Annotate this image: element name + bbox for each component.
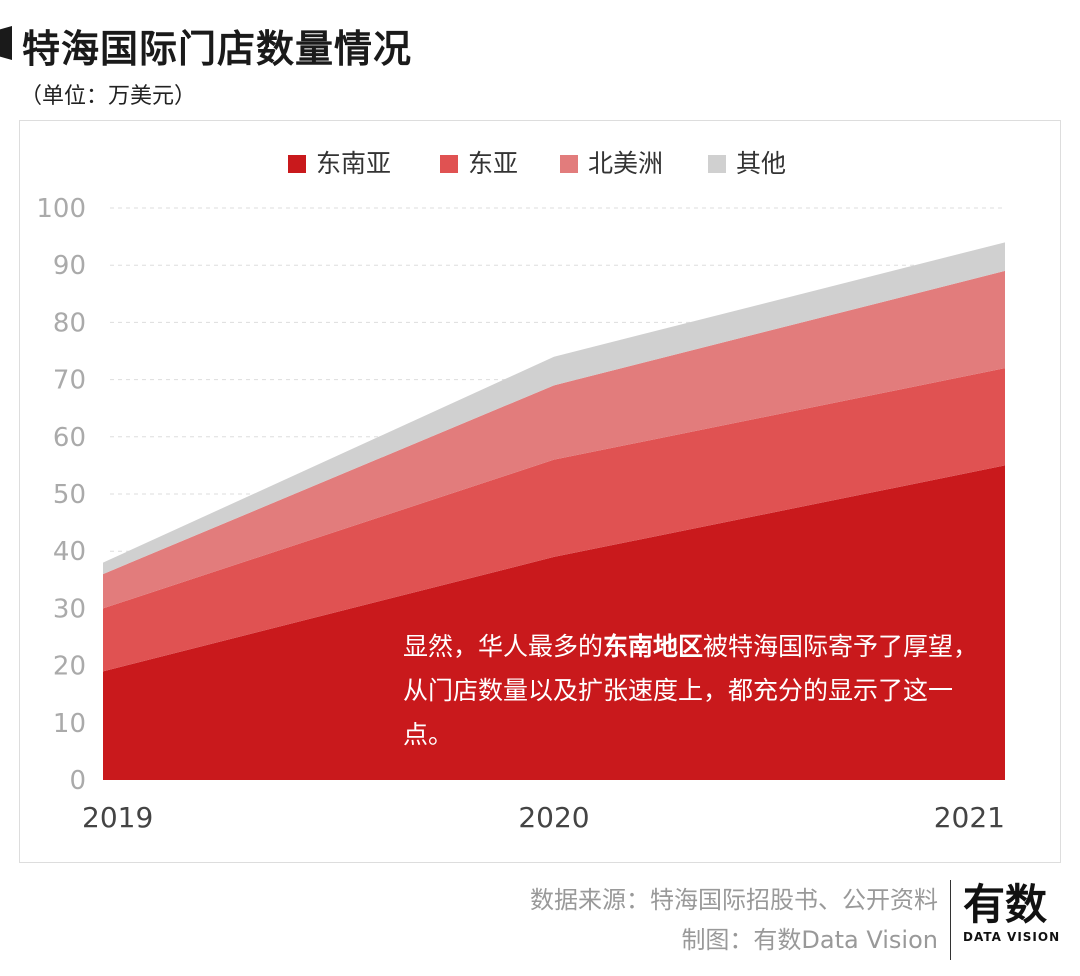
- area-3: [103, 242, 1005, 575]
- area-1: [103, 368, 1005, 672]
- x-tick-label: 2021: [934, 801, 1005, 834]
- y-tick-label: 20: [53, 652, 86, 682]
- y-tick-label: 0: [69, 766, 86, 796]
- logo-text: 有数: [963, 880, 1048, 929]
- legend-swatch: [560, 155, 578, 173]
- legend-label: 北美洲: [588, 149, 663, 178]
- credit-text: 制图：有数Data Vision: [681, 926, 938, 954]
- y-tick-label: 40: [53, 537, 86, 567]
- area-0: [103, 465, 1005, 780]
- annotation: 显然，华人最多的东南地区被特海国际寄予了厚望，从门店数量以及扩张速度上，都充分的…: [403, 625, 983, 757]
- legend-swatch: [440, 155, 458, 173]
- y-tick-label: 10: [53, 709, 86, 739]
- page-title: 特海国际门店数量情况: [22, 27, 413, 71]
- y-tick-label: 90: [53, 251, 86, 281]
- source-text: 数据来源：特海国际招股书、公开资料: [530, 886, 938, 914]
- legend-label: 东亚: [468, 149, 518, 178]
- annotation-bold: 东南地区: [603, 632, 704, 661]
- y-tick-label: 70: [53, 366, 86, 396]
- x-tick-label: 2019: [82, 801, 153, 834]
- legend-label: 其他: [736, 149, 786, 178]
- logo-subtext: DATA VISION: [963, 930, 1061, 944]
- legend-swatch: [288, 155, 306, 173]
- legend-label: 东南亚: [316, 149, 391, 178]
- title-marker: [0, 26, 12, 60]
- y-tick-label: 80: [53, 308, 86, 338]
- y-tick-label: 60: [53, 423, 86, 453]
- footer: 数据来源：特海国际招股书、公开资料 制图：有数Data Vision: [530, 880, 938, 960]
- legend-swatch: [708, 155, 726, 173]
- y-tick-label: 30: [53, 594, 86, 624]
- chart-frame: [19, 120, 1061, 863]
- logo: 有数 DATA VISION: [950, 880, 1080, 960]
- annotation-text: 显然，华人最多的: [403, 632, 604, 661]
- unit-label: （单位：万美元）: [20, 84, 197, 109]
- annotation-text-rest: 被特海国际寄予了厚望，从门店数量以及扩张速度上，都充分的显示了这一点。: [403, 632, 979, 749]
- area-2: [103, 270, 1005, 609]
- x-tick-label: 2020: [518, 801, 589, 834]
- y-tick-label: 50: [53, 480, 86, 510]
- chart: 0 10 20 30 40 50 60 70 80 90 100 东南亚 东亚 北美洲 其他 2019 2020…: [36, 149, 1005, 834]
- y-tick-label: 100: [36, 194, 86, 224]
